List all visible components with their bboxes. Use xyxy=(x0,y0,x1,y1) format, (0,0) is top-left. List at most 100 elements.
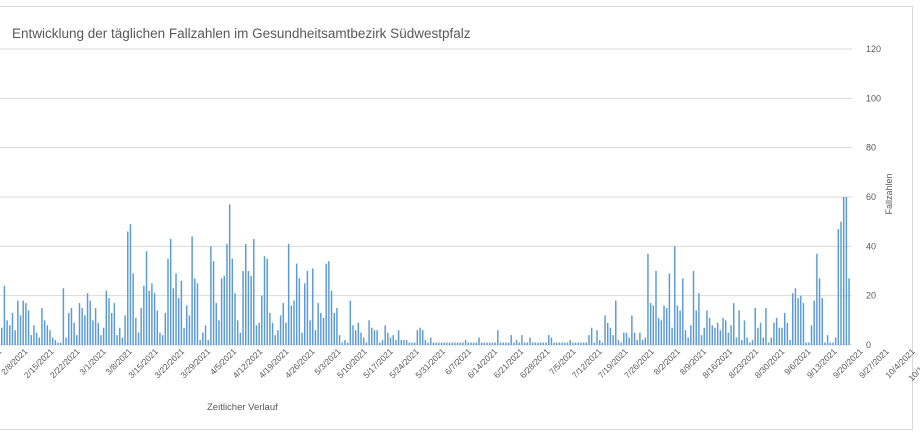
bar xyxy=(531,342,534,345)
bar xyxy=(606,322,609,345)
bar xyxy=(494,342,496,345)
bar xyxy=(151,283,153,345)
bar xyxy=(456,342,459,345)
bar xyxy=(236,320,239,345)
bar xyxy=(842,197,845,345)
bar xyxy=(454,342,456,345)
bar xyxy=(706,310,708,345)
bar xyxy=(180,280,183,345)
bar xyxy=(623,332,625,345)
bar xyxy=(400,340,402,345)
bar xyxy=(220,278,223,345)
bar xyxy=(674,246,676,345)
bar xyxy=(448,342,451,345)
bar xyxy=(161,335,164,345)
bar xyxy=(832,342,834,345)
bar xyxy=(403,340,405,345)
bar xyxy=(668,273,671,345)
bar xyxy=(553,342,555,345)
bar xyxy=(341,342,344,345)
bar xyxy=(51,337,54,345)
bar xyxy=(794,288,797,345)
bar xyxy=(419,327,421,345)
x-axis-label: Zeitlicher Verlauf xyxy=(207,402,278,413)
bar xyxy=(802,303,805,345)
bar xyxy=(212,261,215,345)
bar xyxy=(245,243,247,345)
bar xyxy=(27,310,30,345)
bar xyxy=(440,342,443,345)
bar xyxy=(277,330,279,345)
bar xyxy=(800,295,802,345)
bar xyxy=(430,337,432,345)
bar xyxy=(808,342,810,345)
bar xyxy=(633,332,636,345)
bar xyxy=(837,229,840,345)
bar xyxy=(767,342,770,345)
bar xyxy=(261,295,263,345)
bar xyxy=(207,340,209,345)
bar xyxy=(810,325,813,345)
bar xyxy=(489,342,491,345)
bar xyxy=(636,340,638,345)
bar xyxy=(574,342,577,345)
bar xyxy=(548,335,550,345)
bar xyxy=(778,327,781,345)
bar xyxy=(172,288,175,345)
bar xyxy=(62,288,65,345)
bar xyxy=(389,337,392,345)
y-tick-label: 20 xyxy=(866,291,876,301)
bar xyxy=(312,268,314,345)
bar xyxy=(76,335,78,345)
bar xyxy=(188,315,191,345)
bar xyxy=(724,320,727,345)
bar xyxy=(14,330,16,345)
bar xyxy=(376,330,378,345)
bar xyxy=(416,330,419,345)
y-axis-label: Fallzahlen xyxy=(884,173,894,215)
bar xyxy=(719,330,722,345)
bar xyxy=(834,337,837,345)
bar xyxy=(352,325,354,345)
bar xyxy=(757,327,759,345)
bar xyxy=(137,332,140,345)
bar xyxy=(285,322,287,345)
bar xyxy=(644,337,646,345)
bar xyxy=(446,342,448,345)
bar xyxy=(746,337,748,345)
bar xyxy=(529,337,531,345)
bar xyxy=(304,283,306,345)
bar xyxy=(475,342,478,345)
bar xyxy=(542,342,545,345)
chart-title: Entwicklung der täglichen Fallzahlen im … xyxy=(12,26,471,41)
bar xyxy=(271,322,274,345)
bar xyxy=(113,303,116,345)
bar xyxy=(9,325,11,345)
bar xyxy=(816,253,818,345)
bar xyxy=(424,340,427,345)
bar xyxy=(100,335,102,345)
bar xyxy=(17,300,19,345)
y-tick-label: 80 xyxy=(866,143,876,153)
bar xyxy=(682,278,684,345)
bar xyxy=(68,312,70,345)
bar xyxy=(558,342,561,345)
bar xyxy=(159,332,161,345)
bar xyxy=(169,238,172,345)
bar xyxy=(338,335,341,345)
bar xyxy=(598,340,601,345)
bar xyxy=(741,340,743,345)
bar xyxy=(408,342,411,345)
bar xyxy=(770,337,773,345)
bar xyxy=(73,322,75,345)
bar xyxy=(362,337,365,345)
bar xyxy=(510,335,512,345)
bar xyxy=(295,263,298,345)
bar xyxy=(472,342,475,345)
bar xyxy=(459,342,461,345)
bar xyxy=(711,325,714,345)
bar xyxy=(754,308,756,345)
bar xyxy=(250,275,252,345)
bar xyxy=(336,308,338,345)
bar xyxy=(421,330,424,345)
